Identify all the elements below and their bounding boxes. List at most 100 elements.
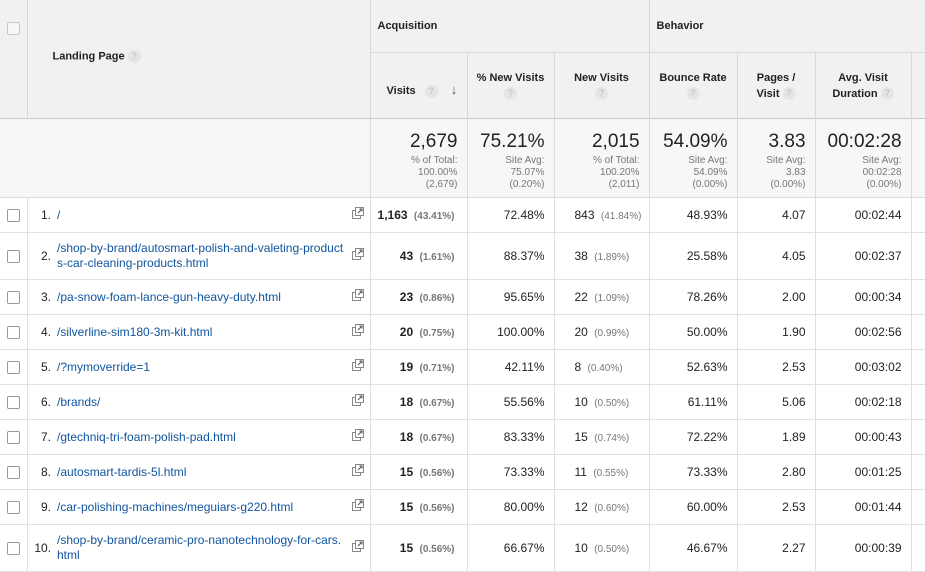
new-visits-column-header[interactable]: New Visits ? bbox=[554, 52, 650, 119]
total-visits-caption: % of Total: bbox=[410, 155, 458, 166]
avg-duration-cell: 00:01:25 bbox=[815, 454, 912, 490]
pages-visit-cell: 2.27 bbox=[737, 524, 816, 572]
new-visits-pct: (41.84%) bbox=[600, 211, 642, 222]
help-icon[interactable]: ? bbox=[424, 84, 438, 98]
conversions-cell bbox=[911, 419, 925, 455]
totals-label-cell bbox=[0, 118, 371, 198]
visits-cell: 15 (0.56%) bbox=[370, 524, 468, 572]
new-visits-pct: (0.50%) bbox=[594, 398, 630, 409]
table-row[interactable]: 4./silverline-sim180-3m-kit.html 20 (0.75… bbox=[0, 314, 925, 350]
landing-page-link[interactable]: /shop-by-brand/ceramic-pro-nanotechnolog… bbox=[57, 533, 342, 562]
pages-visit-cell: 2.53 bbox=[737, 349, 816, 385]
row-checkbox[interactable] bbox=[6, 466, 20, 480]
row-checkbox[interactable] bbox=[6, 250, 20, 264]
table-row[interactable]: 3./pa-snow-foam-lance-gun-heavy-duty.htm… bbox=[0, 279, 925, 315]
landing-page-header[interactable]: Landing Page ? bbox=[27, 0, 371, 119]
row-checkbox[interactable] bbox=[6, 396, 20, 410]
new-visits-value: 38 bbox=[574, 249, 588, 263]
row-checkbox[interactable] bbox=[6, 291, 20, 305]
landing-page-cell: /pa-snow-foam-lance-gun-heavy-duty.html bbox=[57, 279, 371, 315]
landing-page-link[interactable]: /?mymoverride=1 bbox=[57, 359, 151, 374]
visits-pct: (0.56%) bbox=[419, 468, 455, 479]
pages-visit-column-header[interactable]: Pages / Visit ? bbox=[737, 52, 816, 119]
open-external-icon[interactable] bbox=[351, 359, 364, 371]
header-group-row: Landing Page ? Acquisition Behavior C bbox=[0, 0, 925, 119]
new-visits-value: 15 bbox=[574, 430, 588, 444]
new-visits-pct: (0.99%) bbox=[594, 328, 630, 339]
table-row[interactable]: 6./brands/18 (0.67%) 55.56% 10 (0.50%) 61.1… bbox=[0, 384, 925, 420]
help-icon[interactable]: ? bbox=[782, 87, 796, 101]
new-visits-cell: 15 (0.74%) bbox=[554, 419, 650, 455]
conversions-cell bbox=[911, 279, 925, 315]
landing-page-link[interactable]: /brands/ bbox=[57, 394, 101, 409]
avg-duration-cell: 00:00:43 bbox=[815, 419, 912, 455]
open-external-icon[interactable] bbox=[351, 207, 364, 219]
open-external-icon[interactable] bbox=[351, 289, 364, 301]
total-new-visits-value: 2,015 bbox=[591, 131, 640, 152]
bounce-rate-header-label: Bounce Rate bbox=[659, 71, 727, 84]
landing-page-link[interactable]: /shop-by-brand/autosmart-polish-and-vale… bbox=[57, 241, 344, 270]
landing-page-link[interactable]: /silverline-sim180-3m-kit.html bbox=[57, 324, 213, 339]
open-external-icon[interactable] bbox=[351, 394, 364, 406]
visits-pct: (0.71%) bbox=[419, 363, 455, 374]
new-visits-pct-header-label: % New Visits bbox=[476, 71, 545, 84]
open-external-icon[interactable] bbox=[351, 464, 364, 476]
landing-page-cell: /?mymoverride=1 bbox=[57, 349, 371, 385]
landing-page-link[interactable]: / bbox=[57, 207, 61, 222]
new-visits-cell: 22 (1.09%) bbox=[554, 279, 650, 315]
table-row[interactable]: 8./autosmart-tardis-5l.html 15 (0.56%) 73.… bbox=[0, 454, 925, 490]
row-checkbox[interactable] bbox=[6, 542, 20, 556]
row-index: 2. bbox=[27, 232, 57, 280]
visits-cell: 43 (1.61%) bbox=[370, 232, 468, 280]
avg-duration-cell: 00:02:37 bbox=[815, 232, 912, 280]
avg-duration-cell: 00:00:39 bbox=[815, 524, 912, 572]
new-visits-cell: 10 (0.50%) bbox=[554, 384, 650, 420]
pages-visit-cell: 4.05 bbox=[737, 232, 816, 280]
landing-page-header-label: Landing Page bbox=[52, 50, 125, 63]
visits-pct: (0.86%) bbox=[419, 293, 455, 304]
bounce-rate-cell: 52.63% bbox=[649, 349, 738, 385]
help-icon[interactable]: ? bbox=[595, 87, 608, 101]
bounce-rate-column-header[interactable]: Bounce Rate ? bbox=[649, 52, 738, 119]
row-checkbox[interactable] bbox=[6, 326, 20, 340]
open-external-icon[interactable] bbox=[351, 499, 364, 511]
total-pages-visit-caption: Site Avg: bbox=[766, 155, 806, 166]
visits-value: 18 bbox=[399, 430, 414, 444]
row-checkbox[interactable] bbox=[6, 209, 20, 223]
landing-page-link[interactable]: /pa-snow-foam-lance-gun-heavy-duty.html bbox=[57, 289, 281, 304]
visits-pct: (1.61%) bbox=[419, 252, 455, 263]
table-row[interactable]: 9./car-polishing-machines/meguiars-g220.… bbox=[0, 489, 925, 525]
table-row[interactable]: 2./shop-by-brand/autosmart-polish-and-va… bbox=[0, 232, 925, 280]
row-checkbox[interactable] bbox=[6, 501, 20, 515]
table-row[interactable]: 1./1,163 (43.41%) 72.48% 843 (41.84%) 48.93… bbox=[0, 197, 925, 233]
table-row[interactable]: 7./gtechniq-tri-foam-polish-pad.html 18 (… bbox=[0, 419, 925, 455]
new-visits-pct-column-header[interactable]: % New Visits ? bbox=[467, 52, 555, 119]
select-all-checkbox[interactable] bbox=[6, 22, 20, 35]
help-icon[interactable]: ? bbox=[880, 87, 894, 101]
pages-visit-cell: 1.89 bbox=[737, 419, 816, 455]
help-icon[interactable]: ? bbox=[504, 87, 517, 101]
landing-page-link[interactable]: /car-polishing-machines/meguiars-g220.ht… bbox=[57, 499, 294, 514]
help-icon[interactable]: ? bbox=[686, 87, 700, 101]
visits-cell: 18 (0.67%) bbox=[370, 419, 468, 455]
open-external-icon[interactable] bbox=[351, 540, 364, 552]
row-index: 1. bbox=[27, 197, 57, 233]
table-row[interactable]: 10./shop-by-brand/ceramic-pro-nanotechno… bbox=[0, 524, 925, 572]
bounce-rate-cell: 73.33% bbox=[649, 454, 738, 490]
help-icon[interactable]: ? bbox=[127, 50, 141, 63]
landing-page-link[interactable]: /gtechniq-tri-foam-polish-pad.html bbox=[57, 429, 236, 444]
landing-page-link[interactable]: /autosmart-tardis-5l.html bbox=[57, 464, 187, 479]
new-visits-pct: (0.55%) bbox=[593, 468, 629, 479]
avg-duration-column-header[interactable]: Avg. Visit Duration ? bbox=[815, 52, 912, 119]
avg-duration-cell: 00:01:44 bbox=[815, 489, 912, 525]
conversions-cell bbox=[911, 314, 925, 350]
header-column-row: Visits ? ↓ % New Visits ? New Visits ? B… bbox=[0, 52, 925, 119]
table-row[interactable]: 5./?mymoverride=1 19 (0.71%) 42.11% 8 (0.40… bbox=[0, 349, 925, 385]
open-external-icon[interactable] bbox=[351, 248, 364, 260]
visits-column-header[interactable]: Visits ? ↓ bbox=[370, 52, 468, 119]
open-external-icon[interactable] bbox=[351, 429, 364, 441]
sort-descending-icon[interactable]: ↓ bbox=[450, 82, 458, 97]
open-external-icon[interactable] bbox=[351, 324, 364, 336]
row-checkbox[interactable] bbox=[6, 361, 20, 375]
row-checkbox[interactable] bbox=[6, 431, 20, 445]
